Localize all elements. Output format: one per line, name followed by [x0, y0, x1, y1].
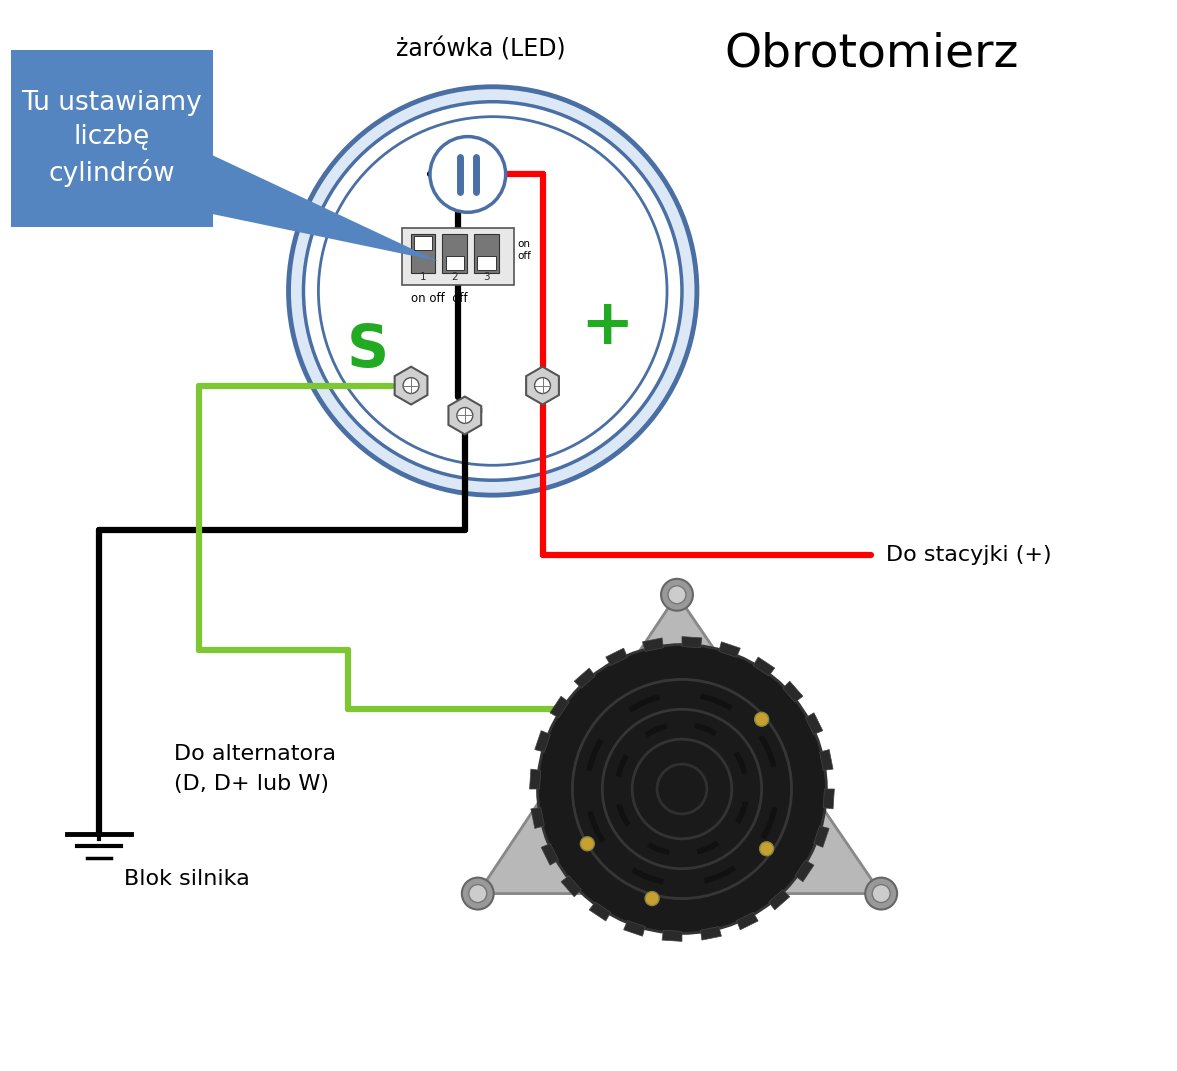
- Text: Obrotomierz: Obrotomierz: [724, 31, 1018, 76]
- Polygon shape: [541, 844, 559, 865]
- Circle shape: [865, 877, 897, 909]
- Circle shape: [457, 408, 473, 423]
- Polygon shape: [530, 769, 540, 789]
- Text: 2: 2: [452, 272, 458, 282]
- Circle shape: [661, 578, 693, 610]
- FancyBboxPatch shape: [446, 256, 464, 270]
- Polygon shape: [681, 636, 701, 648]
- Circle shape: [430, 137, 506, 212]
- Circle shape: [461, 877, 493, 909]
- Polygon shape: [823, 789, 834, 809]
- Circle shape: [754, 712, 769, 726]
- Circle shape: [669, 586, 686, 604]
- Polygon shape: [769, 890, 790, 910]
- Text: żarówka (LED): żarówka (LED): [395, 37, 566, 62]
- Circle shape: [468, 885, 487, 903]
- Polygon shape: [561, 876, 581, 896]
- Polygon shape: [813, 826, 829, 847]
- Polygon shape: [663, 931, 681, 941]
- Polygon shape: [208, 153, 438, 261]
- FancyBboxPatch shape: [474, 233, 499, 272]
- Circle shape: [872, 885, 890, 903]
- FancyBboxPatch shape: [478, 256, 496, 270]
- Text: S: S: [347, 322, 390, 379]
- Circle shape: [645, 891, 659, 905]
- Text: Tu ustawiamy
liczbę
cylindrów: Tu ustawiamy liczbę cylindrów: [21, 90, 202, 187]
- Text: Blok silnika: Blok silnika: [125, 869, 250, 889]
- Text: Do alternatora: Do alternatora: [174, 744, 335, 764]
- Polygon shape: [448, 396, 481, 435]
- Text: off: off: [518, 251, 532, 261]
- Circle shape: [534, 378, 551, 393]
- Text: Do stacyjki (+): Do stacyjki (+): [886, 545, 1052, 564]
- Polygon shape: [719, 642, 740, 658]
- FancyBboxPatch shape: [414, 236, 432, 251]
- Text: +: +: [580, 295, 634, 357]
- Text: –: –: [465, 392, 485, 429]
- Polygon shape: [606, 648, 627, 666]
- Polygon shape: [783, 681, 803, 703]
- FancyBboxPatch shape: [411, 233, 435, 272]
- Polygon shape: [624, 921, 645, 936]
- Polygon shape: [478, 594, 882, 893]
- Polygon shape: [526, 366, 559, 405]
- Circle shape: [403, 378, 419, 393]
- Text: 3: 3: [484, 272, 490, 282]
- Polygon shape: [550, 696, 568, 718]
- Polygon shape: [574, 668, 596, 689]
- Circle shape: [580, 836, 594, 850]
- Polygon shape: [643, 638, 664, 651]
- Polygon shape: [534, 730, 551, 752]
- Polygon shape: [700, 926, 722, 940]
- FancyBboxPatch shape: [11, 50, 213, 227]
- Polygon shape: [805, 713, 823, 735]
- Polygon shape: [531, 808, 545, 829]
- Circle shape: [304, 102, 681, 480]
- Polygon shape: [394, 366, 427, 405]
- Polygon shape: [737, 912, 758, 930]
- Text: on off  off: on off off: [411, 292, 467, 305]
- Polygon shape: [794, 860, 814, 881]
- Polygon shape: [590, 902, 611, 921]
- Circle shape: [759, 842, 773, 856]
- FancyBboxPatch shape: [403, 228, 513, 285]
- Polygon shape: [753, 657, 774, 676]
- Text: 1: 1: [420, 272, 426, 282]
- Polygon shape: [819, 750, 833, 770]
- Text: on: on: [518, 239, 531, 250]
- Circle shape: [538, 645, 826, 934]
- Text: (D, D+ lub W): (D, D+ lub W): [174, 774, 330, 794]
- Circle shape: [288, 87, 697, 495]
- FancyBboxPatch shape: [443, 233, 467, 272]
